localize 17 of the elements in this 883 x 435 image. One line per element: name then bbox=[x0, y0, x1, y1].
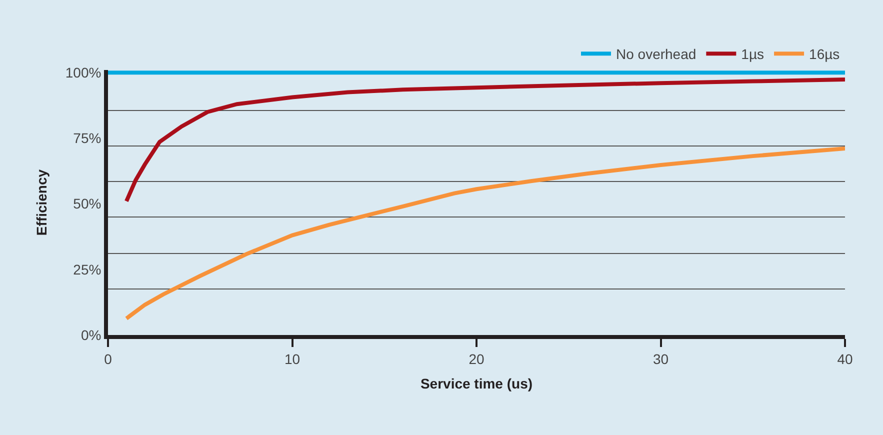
y-tick-label: 50% bbox=[73, 196, 102, 212]
line-series bbox=[124, 77, 845, 204]
line-series bbox=[124, 146, 845, 320]
x-tick-label: 10 bbox=[284, 350, 300, 367]
y-tick-label: 75% bbox=[73, 130, 102, 146]
y-axis-title: Efficiency bbox=[33, 169, 50, 236]
y-tick-label: 100% bbox=[65, 64, 102, 81]
x-axis-title: Service time (us) bbox=[420, 376, 533, 392]
x-tick-label: 20 bbox=[468, 350, 484, 367]
legend-label: 1µs bbox=[741, 46, 764, 62]
legend-label: No overhead bbox=[616, 46, 696, 62]
legend-label: 16µs bbox=[809, 46, 840, 62]
x-tick-label: 30 bbox=[652, 350, 669, 367]
y-tick-label: 25% bbox=[73, 261, 102, 278]
y-tick-label: 0% bbox=[80, 326, 102, 343]
x-tick-label: 40 bbox=[837, 350, 853, 367]
x-tick-label: 0 bbox=[104, 350, 112, 367]
